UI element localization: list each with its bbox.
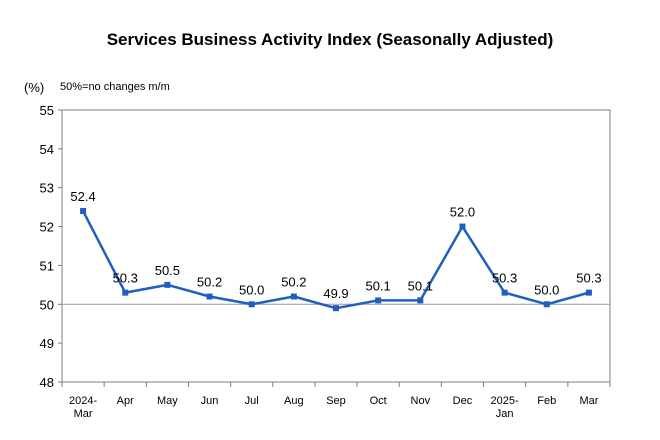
data-point — [585, 289, 592, 296]
data-label: 50.2 — [197, 275, 222, 290]
x-tick-label: Sep — [326, 395, 346, 407]
x-tick-label: Dec — [453, 395, 473, 407]
data-label: 49.9 — [323, 286, 348, 301]
y-tick-label: 49 — [40, 336, 54, 351]
x-tick-label: Oct — [370, 395, 387, 407]
x-tick-label: 2025-Jan — [491, 395, 519, 420]
note-text: 50%=no changes m/m — [60, 81, 170, 93]
y-tick-label: 52 — [40, 220, 54, 235]
x-tick-label-line: Mar — [579, 395, 598, 407]
plot-frame — [61, 109, 611, 383]
x-tick-label-line: 2024- — [69, 395, 97, 407]
data-label: 50.1 — [365, 278, 390, 293]
x-tick-label-line: 2025- — [491, 395, 519, 407]
x-tick-label: Apr — [117, 395, 134, 407]
data-point — [417, 297, 424, 304]
data-point — [543, 301, 550, 308]
x-tick-label-line: Aug — [284, 395, 304, 407]
y-tick-label: 51 — [40, 258, 54, 273]
data-point — [122, 289, 129, 296]
data-label: 50.0 — [239, 282, 264, 297]
y-tick-label: 53 — [40, 181, 54, 196]
x-tick-label: Jun — [201, 395, 219, 407]
x-tick-label: 2024-Mar — [69, 395, 97, 420]
data-label: 50.1 — [408, 278, 433, 293]
x-tick-label-line: Jul — [245, 395, 259, 407]
data-point — [164, 281, 171, 288]
x-tick-label: Nov — [411, 395, 431, 407]
x-tick-label: Feb — [537, 395, 556, 407]
data-point — [333, 305, 339, 312]
x-tick-label-line: Dec — [453, 395, 473, 407]
y-tick-label: 54 — [40, 142, 54, 157]
data-label: 52.4 — [70, 189, 95, 204]
data-label: 50.3 — [576, 271, 601, 286]
x-tick-label: Jul — [245, 395, 259, 407]
data-point — [80, 208, 87, 215]
y-tick-label: 55 — [40, 103, 54, 118]
x-tick-label: Aug — [284, 395, 304, 407]
x-tick-label-line: Sep — [326, 395, 346, 407]
y-tick-label: 48 — [40, 375, 54, 390]
data-point — [206, 293, 213, 300]
x-tick-label-line: Nov — [411, 395, 431, 407]
data-label: 50.2 — [281, 275, 306, 290]
x-tick-label-line: Oct — [370, 395, 387, 407]
data-point — [459, 223, 466, 230]
data-label: 50.3 — [113, 271, 138, 286]
data-label: 50.5 — [155, 263, 180, 278]
data-label: 50.3 — [492, 271, 517, 286]
x-tick-label-line: May — [157, 395, 178, 407]
x-tick-label-line: Jan — [496, 408, 514, 420]
x-tick-label-line: Feb — [537, 395, 556, 407]
chart-title: Services Business Activity Index (Season… — [106, 30, 554, 49]
x-tick-label: Mar — [579, 395, 598, 407]
data-point — [248, 301, 255, 308]
y-unit-label: (%) — [24, 80, 44, 95]
x-tick-label-line: Mar — [74, 408, 93, 420]
data-point — [290, 293, 297, 300]
data-point — [501, 289, 508, 296]
x-tick-label-line: Apr — [117, 395, 134, 407]
data-label: 52.0 — [450, 205, 475, 220]
data-label: 50.0 — [534, 282, 559, 297]
y-tick-label: 50 — [40, 297, 54, 312]
x-tick-label: May — [157, 395, 178, 407]
x-tick-label-line: Jun — [201, 395, 219, 407]
data-point — [375, 297, 382, 304]
